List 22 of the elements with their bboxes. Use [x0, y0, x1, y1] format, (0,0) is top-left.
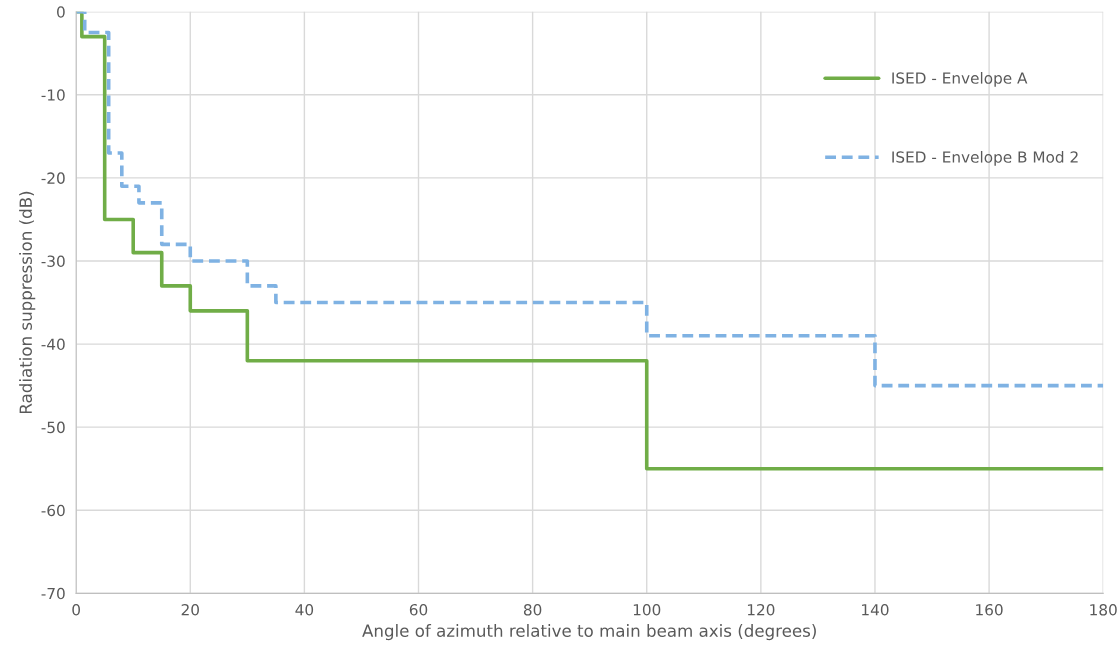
y-tick-label: -10	[41, 89, 65, 101]
y-tick-label: -40	[41, 338, 65, 351]
legend-label: ISED - Envelope B Mod 2	[892, 150, 1078, 166]
y-tick-label: -60	[41, 504, 65, 517]
x-tick-label: 40	[295, 604, 314, 616]
x-tick-label: 160	[976, 604, 1003, 616]
x-tick-label: 100	[633, 604, 661, 616]
y-tick-label: -20	[41, 172, 65, 184]
y-tick-label: -30	[41, 255, 65, 268]
x-tick-label: 120	[747, 604, 775, 616]
legend-label: ISED - Envelope A	[892, 72, 1028, 87]
x-tick-label: 180	[1090, 604, 1117, 616]
x-tick-label: 80	[523, 604, 542, 616]
x-axis-title: Angle of azimuth relative to main beam axis (degrees)	[362, 624, 816, 641]
y-tick-label: -70	[41, 587, 65, 600]
x-tick-label: 20	[181, 604, 199, 616]
y-tick-label: -50	[41, 421, 65, 434]
x-tick-label: 60	[409, 604, 428, 616]
y-tick-label: 0	[57, 6, 65, 18]
x-tick-label: 140	[862, 604, 889, 616]
y-axis-title: Radiation suppression (dB)	[19, 191, 36, 414]
x-tick-label: 0	[72, 604, 81, 616]
